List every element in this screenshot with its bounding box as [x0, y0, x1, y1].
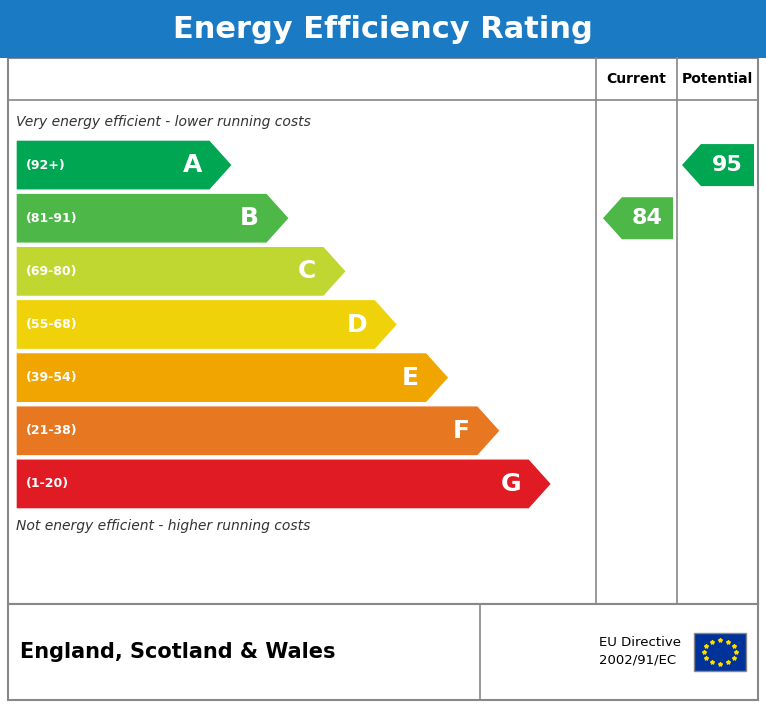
Text: 95: 95 — [712, 155, 743, 175]
Text: (1-20): (1-20) — [26, 477, 69, 491]
Bar — [8, 604, 758, 700]
Text: (81-91): (81-91) — [26, 212, 77, 225]
Text: C: C — [297, 259, 316, 283]
Text: Current: Current — [607, 72, 666, 86]
Text: 84: 84 — [632, 208, 663, 228]
Polygon shape — [16, 353, 449, 403]
Text: F: F — [453, 419, 470, 443]
Text: (39-54): (39-54) — [26, 371, 77, 384]
Polygon shape — [603, 197, 673, 239]
Text: (55-68): (55-68) — [26, 318, 77, 331]
Text: (92+): (92+) — [26, 158, 66, 172]
Text: Not energy efficient - higher running costs: Not energy efficient - higher running co… — [16, 519, 310, 533]
Text: England, Scotland & Wales: England, Scotland & Wales — [20, 642, 336, 662]
Text: 2002/91/EC: 2002/91/EC — [599, 653, 676, 667]
Text: A: A — [182, 153, 201, 177]
Polygon shape — [16, 246, 346, 296]
Polygon shape — [682, 144, 754, 186]
Polygon shape — [16, 140, 232, 190]
Text: B: B — [240, 206, 259, 230]
Bar — [0, 0, 766, 58]
Text: EU Directive: EU Directive — [599, 636, 681, 648]
Text: E: E — [401, 365, 418, 389]
Text: G: G — [500, 472, 521, 496]
Polygon shape — [16, 193, 290, 244]
Text: Very energy efficient - lower running costs: Very energy efficient - lower running co… — [16, 115, 311, 129]
Bar — [694, 633, 746, 671]
Bar — [8, 58, 758, 604]
Text: D: D — [346, 313, 367, 337]
Text: Potential: Potential — [682, 72, 753, 86]
Polygon shape — [16, 406, 500, 456]
Text: Energy Efficiency Rating: Energy Efficiency Rating — [173, 15, 593, 44]
Text: (69-80): (69-80) — [26, 265, 77, 278]
Polygon shape — [16, 459, 552, 509]
Text: (21-38): (21-38) — [26, 425, 77, 437]
Polygon shape — [16, 299, 398, 350]
